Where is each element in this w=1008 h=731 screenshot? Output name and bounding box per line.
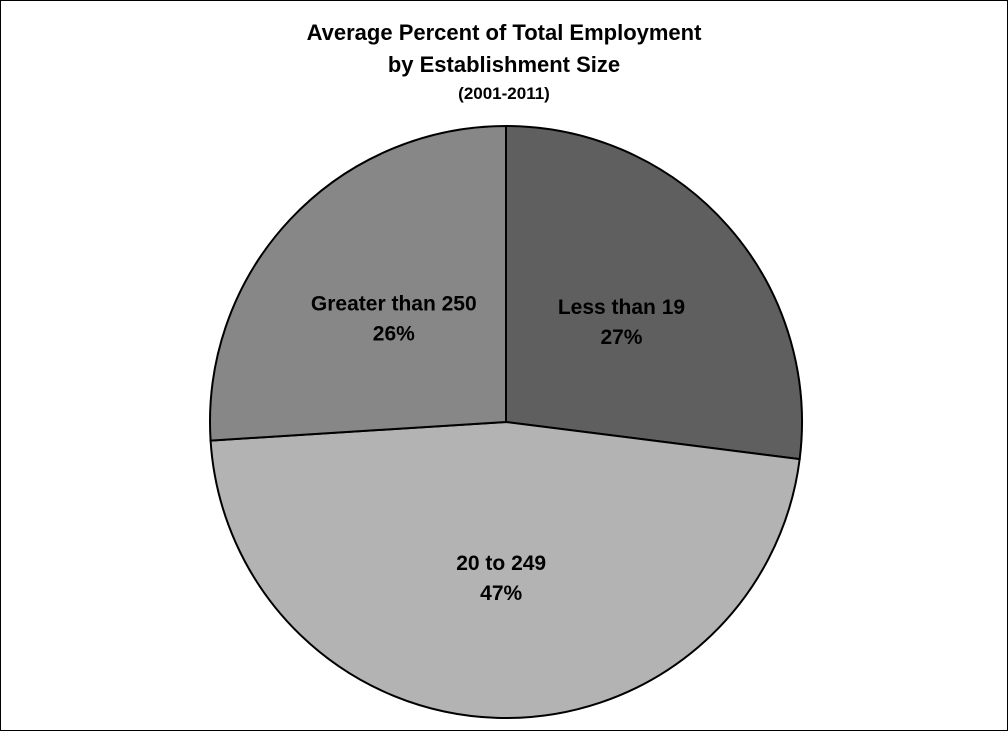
chart-titles: Average Percent of Total Employment by E…: [1, 17, 1007, 107]
slice-value-label: 26%: [373, 323, 415, 346]
pie-slices: [209, 124, 803, 719]
chart-title-line2: by Establishment Size: [387, 52, 621, 77]
slice-value-label: 27%: [600, 326, 642, 349]
pie-slice-2: [209, 420, 801, 719]
slice-category-label: 20 to 249: [456, 552, 546, 575]
chart-subtitle: (2001-2011): [458, 84, 550, 103]
pie-slice-1: [505, 124, 803, 461]
pie-slice-3: [209, 124, 507, 442]
pie-labels: Less than 19 27% 20 to 249 47% Greater than …: [311, 293, 685, 605]
slice-value-label: 47%: [480, 582, 522, 605]
slice-category-label: Less than 19: [558, 296, 685, 319]
slice-category-label: Greater than 250: [311, 293, 477, 316]
chart-title: Average Percent of Total Employment: [306, 20, 702, 45]
